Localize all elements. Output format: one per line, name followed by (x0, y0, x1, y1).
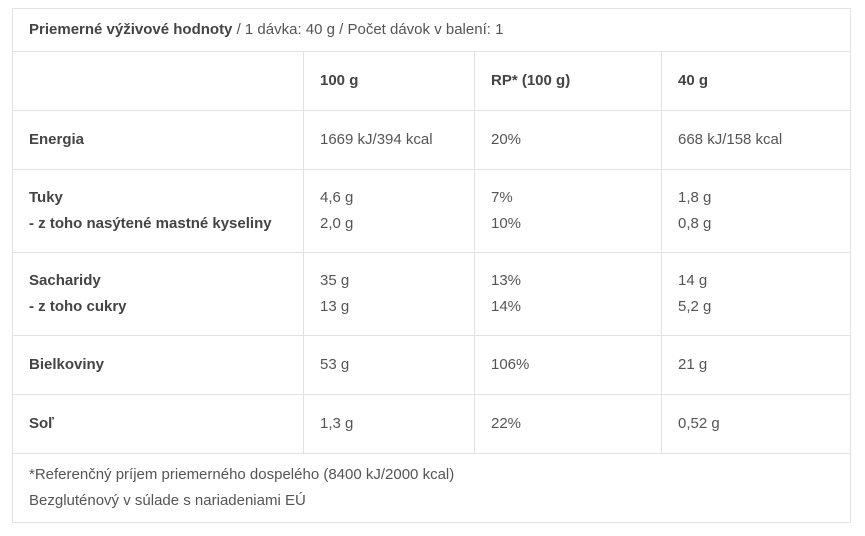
table-header-row: Priemerné výživové hodnoty / 1 dávka: 40… (11, 8, 852, 52)
row-label: Tuky - z toho nasýtené mastné kyseliny (12, 169, 304, 253)
table-title-rest: / 1 dávka: 40 g / Počet dávok v balení: … (232, 21, 504, 38)
cell-value: 4,6 g (320, 189, 354, 206)
column-header-empty (12, 51, 304, 111)
row-label-line: Sacharidy (29, 272, 101, 289)
cell-value: 1,3 g (320, 415, 354, 432)
cell-40g: 0,52 g (660, 394, 852, 454)
table-row-energia: Energia 1669 kJ/394 kcal 20% 668 kJ/158 … (12, 110, 852, 170)
row-label-line: Bielkoviny (29, 356, 105, 373)
column-header-100g: 100 g (303, 51, 475, 111)
cell-rp: 106% (474, 335, 662, 395)
cell-value: 7% (491, 189, 513, 206)
cell-value: 13% (491, 272, 522, 289)
cell-subvalue: 13 g (320, 298, 350, 315)
cell-40g: 21 g (660, 335, 852, 395)
row-label: Soľ (12, 394, 304, 454)
row-sublabel-line: - z toho nasýtené mastné kyseliny (29, 215, 272, 232)
cell-value: 668 kJ/158 kcal (678, 131, 783, 148)
row-label-line: Energia (29, 131, 85, 148)
table-title-bold: Priemerné výživové hodnoty (29, 21, 233, 38)
cell-100g: 1,3 g (303, 394, 475, 454)
cell-value: 106% (491, 356, 530, 373)
cell-subvalue: 2,0 g (320, 215, 354, 232)
cell-value: 21 g (678, 356, 708, 373)
row-label: Sacharidy - z toho cukry (12, 252, 304, 336)
row-label-line: Soľ (29, 415, 54, 432)
table-row-tuky: Tuky - z toho nasýtené mastné kyseliny 4… (12, 169, 852, 253)
table-footer-row: *Referenčný príjem priemerného dospelého… (11, 453, 852, 523)
nutrition-table-container: Priemerné výživové hodnoty / 1 dávka: 40… (11, 8, 852, 523)
cell-subvalue: 14% (491, 298, 522, 315)
nutrition-table: Priemerné výživové hodnoty / 1 dávka: 40… (11, 8, 852, 523)
cell-100g: 53 g (303, 335, 475, 395)
cell-40g: 668 kJ/158 kcal (660, 110, 852, 170)
column-header-40g: 40 g (660, 51, 852, 111)
cell-subvalue: 5,2 g (678, 298, 712, 315)
cell-value: 14 g (678, 272, 708, 289)
table-row-sacharidy: Sacharidy - z toho cukry 35 g 13 g 13% 1… (12, 252, 852, 336)
cell-100g: 4,6 g 2,0 g (303, 169, 475, 253)
cell-value: 20% (491, 131, 522, 148)
cell-40g: 14 g 5,2 g (660, 252, 852, 336)
column-header-rp: RP* (100 g) (474, 51, 662, 111)
cell-100g: 35 g 13 g (303, 252, 475, 336)
cell-rp: 7% 10% (474, 169, 662, 253)
cell-rp: 20% (474, 110, 662, 170)
cell-value: 1669 kJ/394 kcal (320, 131, 433, 148)
table-row-sol: Soľ 1,3 g 22% 0,52 g (12, 394, 852, 454)
cell-value: 35 g (320, 272, 350, 289)
column-header-row: 100 g RP* (100 g) 40 g (12, 51, 852, 111)
cell-subvalue: 10% (491, 215, 522, 232)
table-row-bielkoviny: Bielkoviny 53 g 106% 21 g (12, 335, 852, 395)
cell-40g: 1,8 g 0,8 g (660, 169, 852, 253)
cell-value: 22% (491, 415, 522, 432)
cell-rp: 13% 14% (474, 252, 662, 336)
row-label: Energia (12, 110, 304, 170)
cell-value: 53 g (320, 356, 350, 373)
table-title: Priemerné výživové hodnoty / 1 dávka: 40… (11, 8, 852, 52)
table-footnote: *Referenčný príjem priemerného dospelého… (11, 453, 852, 523)
cell-value: 1,8 g (678, 189, 712, 206)
row-sublabel-line: - z toho cukry (29, 298, 127, 315)
cell-rp: 22% (474, 394, 662, 454)
footnote-gluten-free: Bezgluténový v súlade s nariadeniami EÚ (29, 492, 306, 509)
row-label-line: Tuky (29, 189, 63, 206)
cell-subvalue: 0,8 g (678, 215, 712, 232)
row-label: Bielkoviny (12, 335, 304, 395)
cell-value: 0,52 g (678, 415, 720, 432)
cell-100g: 1669 kJ/394 kcal (303, 110, 475, 170)
footnote-reference-intake: *Referenčný príjem priemerného dospelého… (29, 466, 455, 483)
